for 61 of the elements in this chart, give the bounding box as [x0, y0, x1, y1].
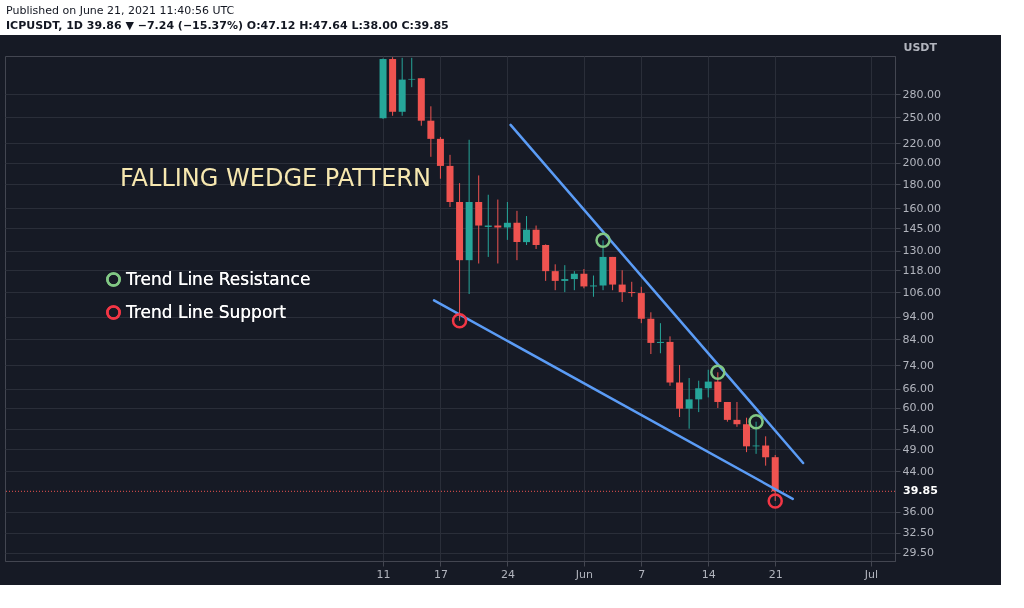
- point: [748, 413, 764, 430]
- y-tick-label: 94.00: [902, 310, 934, 324]
- y-tick-label: 250.00: [902, 110, 941, 124]
- legend-label: Trend Line Support: [125, 301, 287, 322]
- x-tick-label: 21: [768, 567, 783, 581]
- y-tick-label: 54.00: [902, 422, 934, 436]
- x-tick-label: Jun: [574, 567, 594, 581]
- candlestick: [427, 105, 435, 158]
- text: Published on June 21, 2021 11:40:56 UTC: [6, 3, 236, 18]
- y-tick-label: 44.00: [902, 464, 934, 478]
- y-tick-label: 180.00: [902, 177, 941, 191]
- y-tick-label: 106.00: [902, 285, 941, 299]
- y-tick-label: 200.00: [902, 156, 941, 170]
- y-tick-label: 160.00: [902, 201, 941, 215]
- y-tick-label: 130.00: [902, 244, 941, 258]
- candlestick: [475, 174, 483, 264]
- candlestick: [580, 268, 588, 289]
- x-tick-label: 17: [433, 567, 448, 581]
- y-tick-label: 84.00: [902, 332, 934, 346]
- point: [710, 364, 726, 381]
- y-axis-title: USDT: [903, 40, 938, 54]
- candlestick: [618, 269, 626, 303]
- candlestick: [685, 377, 693, 430]
- ref-line-label: 39.85: [903, 484, 938, 498]
- y-tick-label: 74.00: [902, 358, 934, 372]
- x-tick-label: 24: [500, 567, 515, 581]
- y-tick-label: 145.00: [902, 221, 941, 235]
- point: [767, 493, 783, 509]
- candlestick: [551, 263, 559, 291]
- candlestick: [695, 380, 703, 413]
- candlestick: [589, 275, 597, 298]
- y-tick-label: 118.00: [902, 263, 941, 277]
- candlestick: [570, 270, 578, 291]
- candlestick: [762, 435, 770, 467]
- candlestick: [523, 215, 531, 246]
- candlestick: [561, 264, 569, 293]
- x-tick-label: 14: [701, 567, 716, 581]
- y-tick-label: 66.00: [902, 382, 934, 396]
- y-tick-label: 36.00: [902, 505, 934, 519]
- point: [451, 312, 468, 329]
- text: FALLING WEDGE PATTERN: [120, 164, 431, 192]
- candlestick: [513, 210, 521, 261]
- candlestick: [743, 417, 751, 453]
- legend-label: Trend Line Resistance: [125, 268, 311, 289]
- x-tick-label: 11: [376, 567, 391, 581]
- candlestick: [656, 322, 664, 354]
- y-tick-label: 60.00: [902, 401, 934, 415]
- y-tick-label: 220.00: [902, 136, 941, 150]
- candlestick: [532, 225, 540, 250]
- chart-subtitle: ICPUSDT, 1D 39.86 ▼ −7.24 (−15.37%) O:47.12 H:47.64 L:38.00 C:39.85: [6, 18, 450, 33]
- x-tick-label: Jul: [863, 567, 879, 581]
- candlestick: [628, 281, 636, 298]
- y-tick-label: 29.50: [902, 546, 934, 560]
- x-tick-label: 7: [638, 567, 646, 581]
- y-tick-label: 49.00: [902, 442, 934, 456]
- candlestick: [733, 401, 741, 428]
- candlestick: [714, 371, 722, 409]
- y-tick-label: 280.00: [902, 87, 941, 101]
- point: [595, 232, 611, 249]
- candlestick: [408, 57, 416, 88]
- y-tick-label: 32.50: [902, 526, 934, 540]
